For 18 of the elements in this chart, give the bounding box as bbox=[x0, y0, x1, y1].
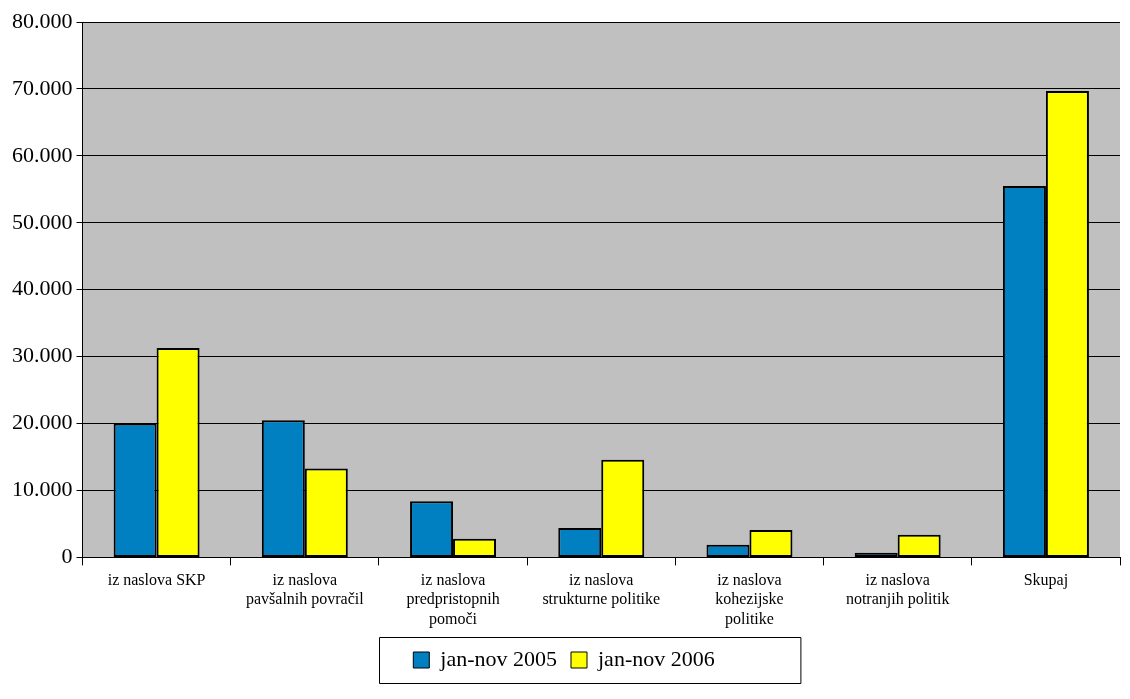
legend-label: jan-nov 2005 bbox=[439, 645, 557, 671]
legend-label: jan-nov 2006 bbox=[597, 645, 715, 671]
y-tick-label: 10.000 bbox=[12, 476, 73, 502]
y-tick-label: 60.000 bbox=[12, 141, 73, 167]
y-tick-label: 30.000 bbox=[12, 342, 73, 368]
x-tick-label: iz naslova strukturne politike bbox=[542, 571, 661, 609]
x-tick-label: iz naslova SKP bbox=[107, 571, 206, 589]
y-tick-label: 40.000 bbox=[12, 275, 73, 301]
x-tick-label: iz naslova pavšalnih povračil bbox=[245, 571, 365, 609]
x-tick-label: iz naslova notranjih politik bbox=[845, 571, 950, 609]
x-tick-label: iz naslova predpristopnih pomoči bbox=[406, 571, 500, 628]
y-tick-label: 50.000 bbox=[12, 208, 73, 234]
x-tick-label: iz naslova kohezijske politike bbox=[715, 571, 784, 628]
y-tick-label: 80.000 bbox=[12, 7, 73, 33]
x-tick-label: Skupaj bbox=[1023, 571, 1069, 590]
y-tick-label: 70.000 bbox=[12, 74, 73, 100]
y-tick-label: 0 bbox=[61, 543, 73, 569]
y-tick-label: 20.000 bbox=[12, 409, 73, 435]
